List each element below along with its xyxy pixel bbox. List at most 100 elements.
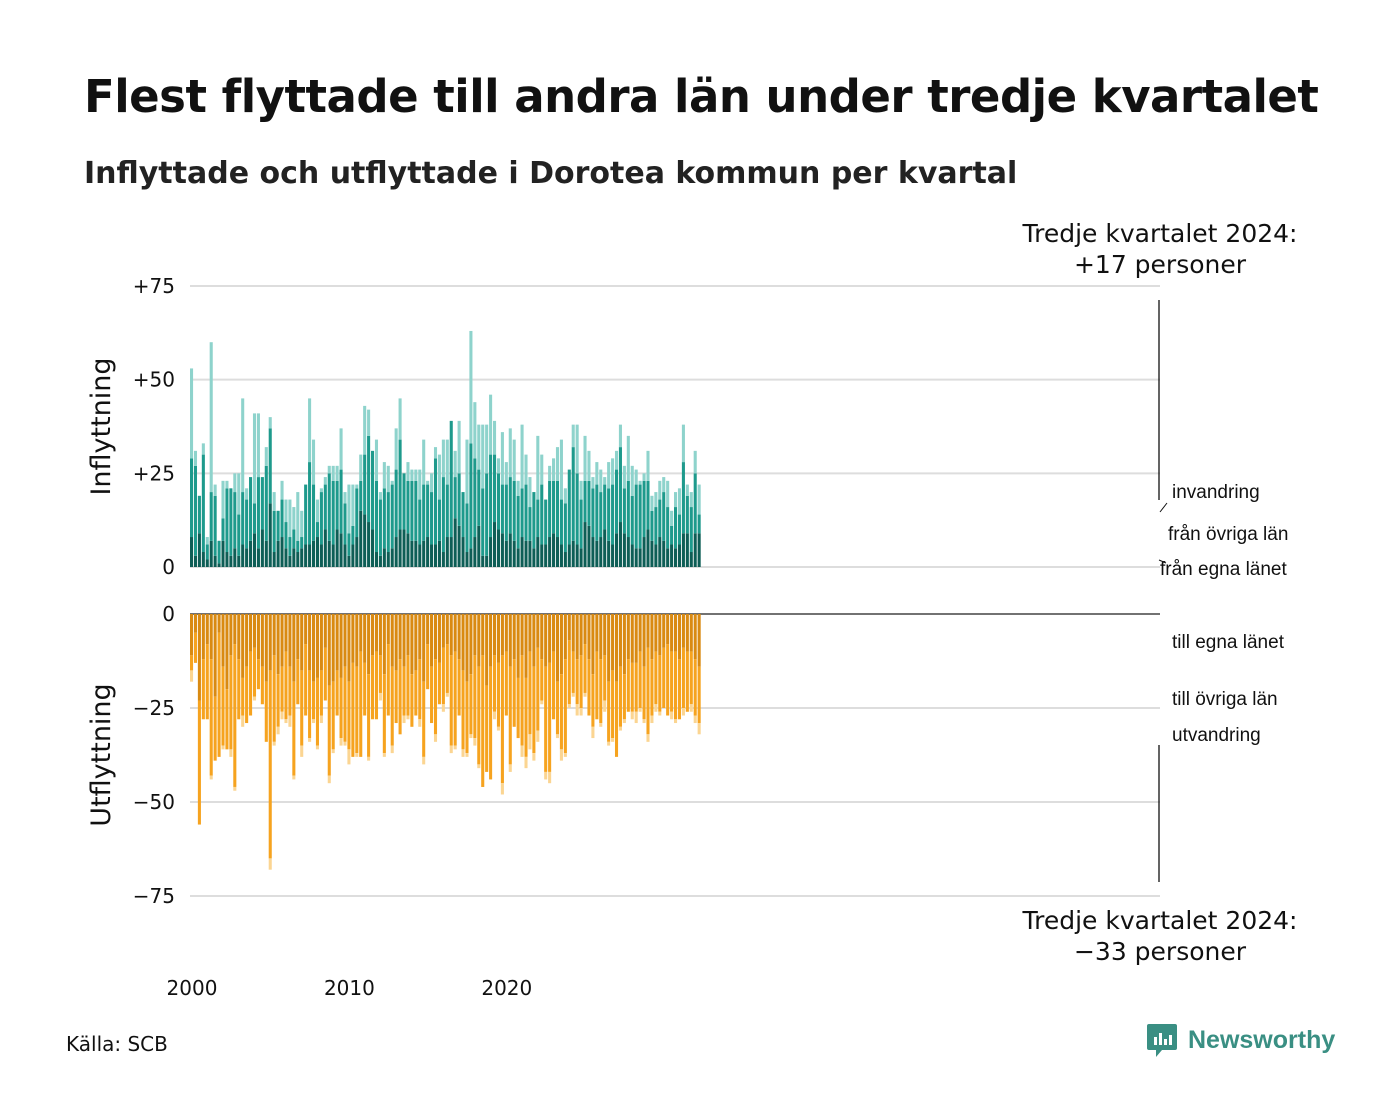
bar-segment — [681, 424, 685, 463]
bar-segment — [410, 674, 414, 727]
bar-segment — [367, 522, 371, 567]
bar-segment — [575, 473, 579, 545]
bar-segment — [343, 741, 347, 746]
bar-segment — [327, 775, 331, 784]
bar-segment — [630, 614, 634, 663]
bar-segment — [296, 614, 300, 660]
bar-segment — [512, 540, 516, 567]
bar-segment — [260, 614, 264, 667]
bar-segment — [670, 510, 674, 526]
bar-segment — [575, 614, 579, 660]
bar-segment — [469, 614, 473, 675]
bar-segment — [241, 614, 245, 678]
bar-segment — [646, 450, 650, 481]
bar-segment — [213, 484, 217, 496]
bar-segment — [465, 753, 469, 757]
bar-segment — [406, 655, 410, 716]
bar-segment — [512, 480, 516, 541]
bar-segment — [575, 544, 579, 567]
bar-segment — [622, 488, 626, 534]
bar-segment — [276, 540, 280, 567]
bar-segment — [618, 522, 622, 567]
bar-segment — [473, 655, 477, 739]
bar-segment — [595, 614, 599, 652]
bar-segment — [422, 540, 426, 567]
bar-segment — [516, 480, 520, 496]
bar-segment — [213, 555, 217, 567]
bar-segment — [504, 484, 508, 541]
bar-segment — [681, 462, 685, 534]
bar-segment — [378, 555, 382, 567]
bar-segment — [453, 477, 457, 519]
bar-segment — [489, 537, 493, 567]
bar-segment — [555, 447, 560, 481]
bar-segment — [284, 719, 288, 724]
bar-segment — [607, 741, 611, 746]
bar-segment — [489, 454, 493, 538]
bar-segment — [288, 666, 292, 716]
bar-segment — [229, 555, 233, 567]
bar-segment — [524, 614, 528, 678]
bar-segment — [579, 708, 583, 716]
bar-segment — [221, 666, 225, 746]
bar-segment — [473, 537, 477, 567]
bar-segment — [642, 614, 646, 667]
bar-segment — [414, 480, 418, 541]
bar-segment — [205, 544, 209, 560]
bar-segment — [512, 614, 516, 660]
bar-segment — [252, 503, 257, 534]
bar-segment — [563, 488, 567, 504]
bar-segment — [603, 700, 607, 712]
y-tick-label: +75 — [133, 274, 175, 298]
bar-segment — [441, 552, 445, 567]
bar-segment — [453, 651, 457, 746]
bar-segment — [548, 480, 552, 538]
bars — [190, 330, 701, 870]
bar-segment — [217, 632, 221, 757]
bar-segment — [296, 540, 300, 553]
bar-segment — [347, 681, 351, 750]
bar-segment — [544, 614, 548, 667]
bar-segment — [331, 465, 335, 481]
y-tick-label: −50 — [133, 790, 175, 814]
bar-segment — [493, 655, 497, 712]
bar-segment — [241, 715, 245, 727]
bar-segment — [422, 756, 426, 765]
bar-segment — [626, 435, 630, 481]
bar-segment — [666, 548, 670, 567]
bar-segment — [268, 417, 272, 429]
bar-segment — [658, 614, 662, 656]
bar-segment — [319, 614, 323, 671]
bar-segment — [225, 689, 229, 750]
bar-segment — [233, 492, 237, 549]
x-tick-label: 2000 — [167, 976, 218, 1000]
bar-segment — [378, 655, 382, 693]
bar-segment — [264, 614, 268, 682]
bar-segment — [327, 465, 331, 474]
bar-segment — [382, 488, 386, 549]
bar-segment — [552, 651, 556, 720]
bar-segment — [638, 480, 642, 485]
bar-segment — [433, 734, 438, 742]
bar-segment — [260, 666, 264, 705]
bar-segment — [666, 507, 670, 549]
bar-segment — [402, 666, 406, 716]
bar-segment — [457, 473, 461, 526]
bar-segment — [245, 666, 249, 724]
bar-segment — [339, 428, 343, 470]
bar-segment — [284, 522, 288, 549]
bar-segment — [363, 514, 367, 567]
bar-segment — [374, 439, 379, 481]
bar-segment — [599, 659, 603, 724]
bar-segment — [426, 480, 430, 485]
bar-segment — [339, 533, 343, 567]
bar-segment — [697, 514, 701, 534]
bar-segment — [374, 480, 379, 553]
bar-segment — [697, 723, 701, 735]
bar-segment — [646, 529, 650, 567]
bar-segment — [422, 439, 426, 485]
bar-segment — [658, 711, 662, 716]
bar-segment — [642, 473, 646, 481]
bar-segment — [595, 651, 599, 720]
bar-segment — [422, 484, 426, 541]
